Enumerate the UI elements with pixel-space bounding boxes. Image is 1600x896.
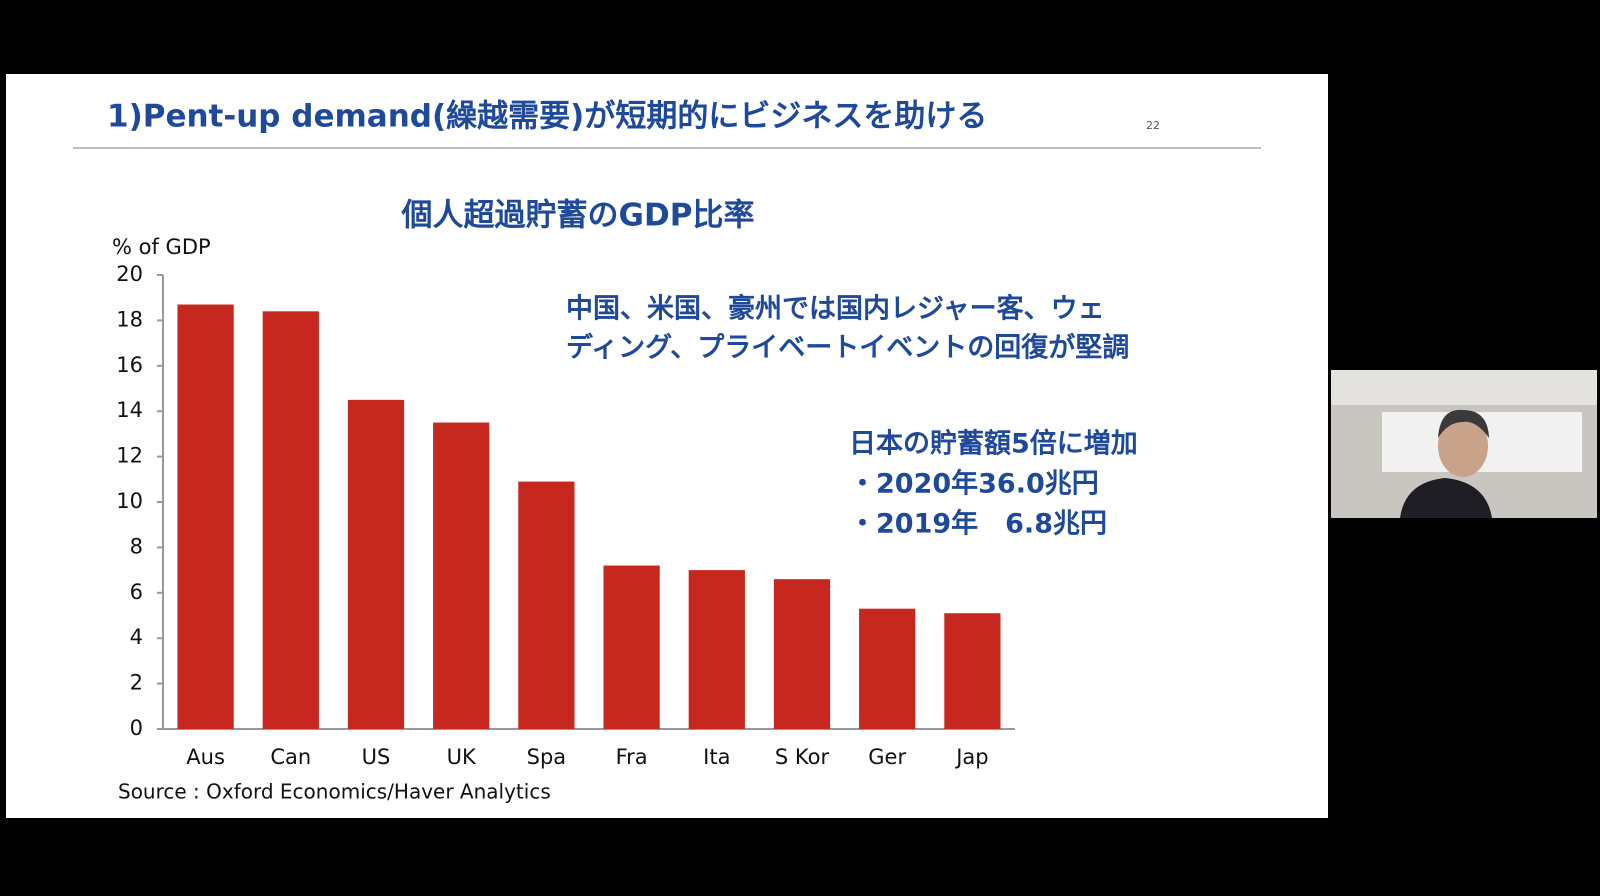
webcam	[1331, 370, 1597, 518]
x-tick-label: UK	[447, 745, 477, 769]
x-tick-label: Spa	[527, 745, 567, 769]
bar	[177, 304, 234, 729]
y-tick-label: 10	[116, 489, 143, 513]
person-head	[1438, 415, 1488, 477]
source-note: Source : Oxford Economics/Haver Analytic…	[118, 780, 551, 804]
y-tick-label: 6	[130, 580, 143, 604]
x-tick-label: Can	[270, 745, 311, 769]
annotation-line: ・2020年36.0兆円	[849, 468, 1099, 500]
annotation-line: ・2019年 6.8兆円	[849, 508, 1107, 540]
bar	[688, 570, 745, 729]
bar	[773, 579, 831, 729]
bar	[859, 608, 916, 729]
bar	[944, 613, 1001, 729]
x-tick-label: Aus	[186, 745, 225, 769]
bar	[347, 399, 405, 729]
y-tick-label: 18	[116, 307, 143, 331]
annotation-line: 日本の貯蓄額5倍に増加	[849, 428, 1138, 460]
x-tick-label: Ger	[868, 745, 906, 769]
bar	[433, 422, 490, 729]
x-tick-label: US	[362, 745, 391, 769]
y-tick-label: 14	[116, 398, 143, 422]
person-body	[1400, 478, 1492, 518]
chart-title: 個人超過貯蓄のGDP比率	[401, 198, 755, 234]
y-tick-label: 2	[130, 671, 143, 695]
y-tick-label: 12	[116, 444, 143, 468]
y-tick-label: 16	[116, 353, 143, 377]
x-tick-label: Ita	[703, 745, 730, 769]
page-number: 22	[1146, 119, 1160, 132]
y-tick-label: 8	[130, 534, 143, 558]
x-tick-label: S Kor	[775, 745, 830, 769]
person-hair	[1438, 409, 1489, 438]
ceiling	[1331, 370, 1597, 405]
y-tick-label: 0	[130, 716, 143, 740]
slide-title: 1)Pent-up demand(繰越需要)が短期的にビジネスを助ける	[107, 99, 987, 135]
bar	[518, 481, 575, 729]
y-axis-label: % of GDP	[112, 235, 211, 259]
y-tick-label: 20	[116, 262, 143, 286]
annotation-line: ディング、プライベートイベントの回復が堅調	[566, 332, 1129, 364]
x-tick-label: Jap	[954, 745, 988, 769]
y-tick-label: 4	[130, 625, 143, 649]
x-tick-label: Fra	[616, 745, 648, 769]
bar	[603, 565, 660, 729]
bar	[262, 311, 319, 729]
annotation-line: 中国、米国、豪州では国内レジャー客、ウェ	[566, 293, 1105, 325]
